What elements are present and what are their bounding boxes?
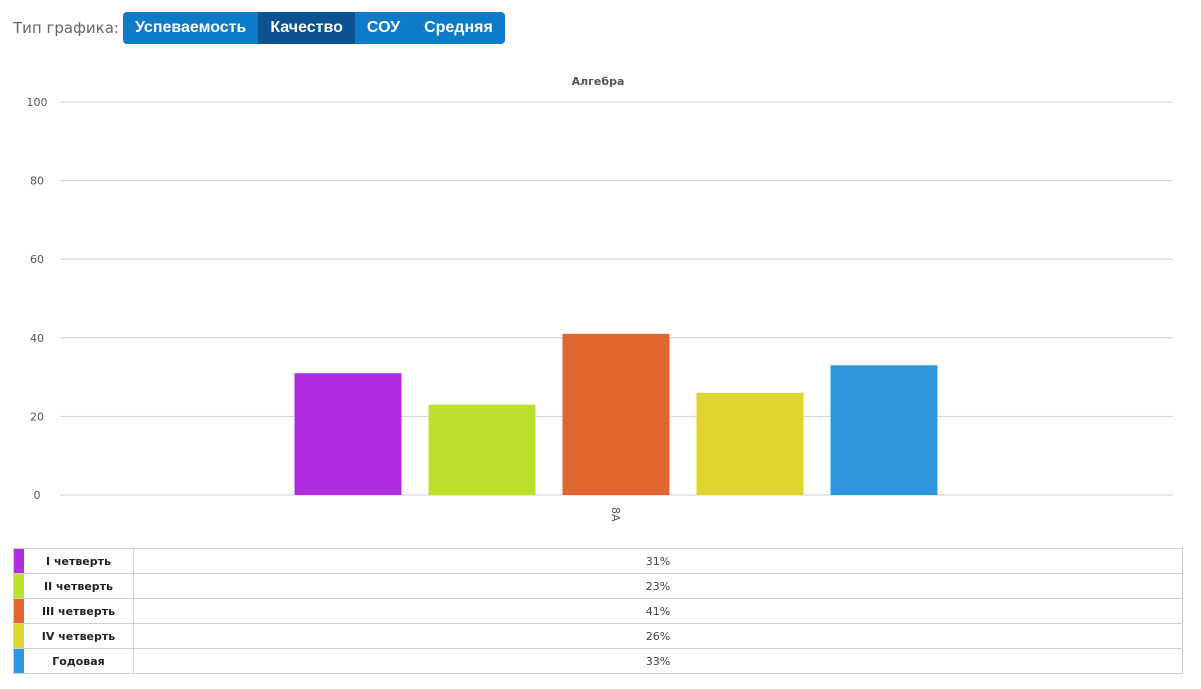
chart-type-toolbar: Тип графика: Успеваемость Качество СОУ С… <box>13 12 505 44</box>
bar[interactable] <box>428 404 536 495</box>
series-name: III четверть <box>41 604 116 618</box>
table-row: II четверть 23% <box>13 573 1183 599</box>
series-name: Годовая <box>52 654 105 668</box>
y-tick-label: 20 <box>30 410 44 423</box>
bars <box>294 333 938 495</box>
sou-button[interactable]: СОУ <box>354 12 413 44</box>
series-value: 23% <box>133 573 1183 599</box>
series-value: 26% <box>133 623 1183 649</box>
chart-type-button-group: Успеваемость Качество СОУ Средняя <box>122 12 505 44</box>
table-row: I четверть 31% <box>13 548 1183 574</box>
srednyaya-button[interactable]: Средняя <box>412 12 505 44</box>
series-color-swatch <box>14 574 24 598</box>
series-value: 33% <box>133 648 1183 674</box>
bar[interactable] <box>294 373 402 495</box>
y-tick-label: 0 <box>34 489 41 502</box>
y-axis-ticks: 0 20 40 60 80 100 <box>27 96 48 502</box>
series-color-swatch <box>14 549 24 573</box>
chart-title: Алгебра <box>572 75 625 88</box>
series-name: IV четверть <box>41 629 116 643</box>
series-color-swatch <box>14 599 24 623</box>
series-value: 31% <box>133 548 1183 574</box>
series-color-swatch <box>14 649 24 673</box>
table-row: III четверть 41% <box>13 598 1183 624</box>
y-tick-label: 40 <box>30 332 44 345</box>
y-tick-label: 100 <box>27 96 48 109</box>
bar[interactable] <box>562 333 670 495</box>
kachestvo-button[interactable]: Качество <box>258 12 355 44</box>
series-value: 41% <box>133 598 1183 624</box>
x-tick-label: 8А <box>609 507 622 522</box>
uspevaemost-button[interactable]: Успеваемость <box>122 12 259 44</box>
bar[interactable] <box>830 365 938 495</box>
bar[interactable] <box>696 392 804 495</box>
series-name: I четверть <box>46 554 111 568</box>
table-row: Годовая 33% <box>13 648 1183 674</box>
values-table: I четверть 31% II четверть 23% III четве… <box>13 548 1183 674</box>
table-row: IV четверть 26% <box>13 623 1183 649</box>
bar-chart: 0 20 40 60 80 100 Алгебра 8А <box>27 75 1173 522</box>
y-tick-label: 80 <box>30 175 44 188</box>
chart-type-label: Тип графика: <box>13 19 119 37</box>
y-tick-label: 60 <box>30 253 44 266</box>
series-color-swatch <box>14 624 24 648</box>
series-name: II четверть <box>43 579 114 593</box>
x-axis-ticks: 8А <box>609 507 622 522</box>
